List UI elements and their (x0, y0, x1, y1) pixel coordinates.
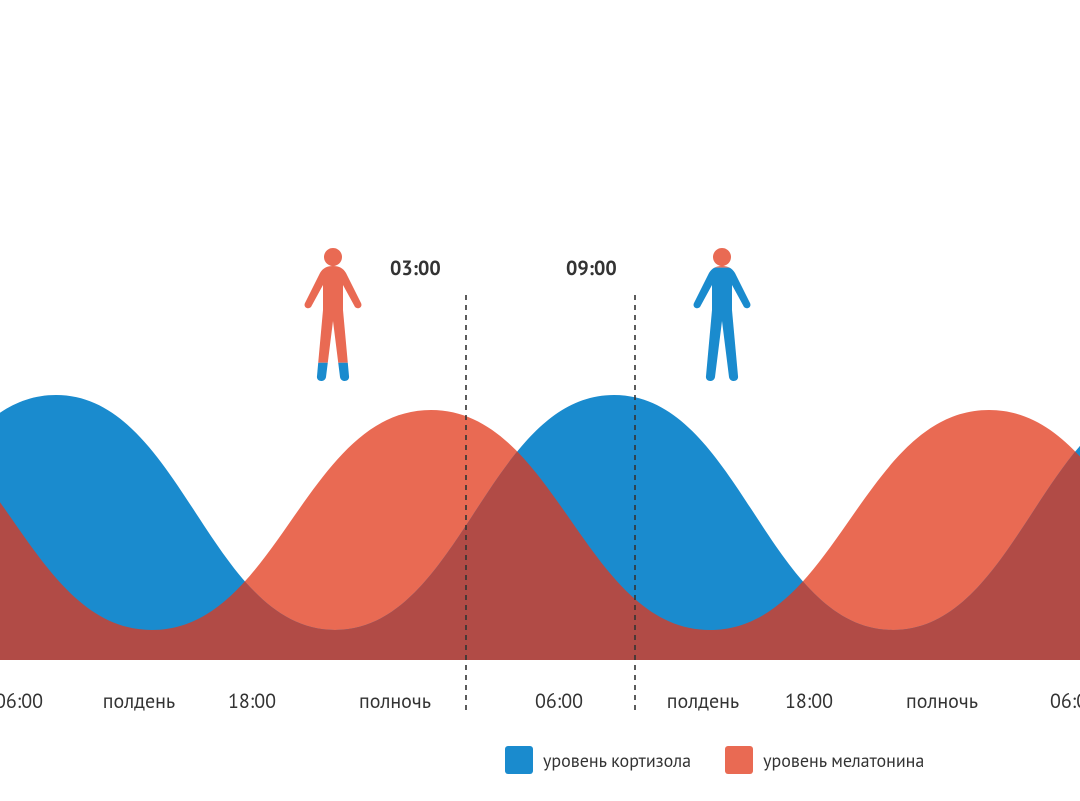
x-tick-label: полночь (359, 688, 431, 714)
legend-item: уровень кортизола (505, 746, 691, 774)
human-figure-cortisol-peak (694, 248, 751, 381)
human-figure-melatonin-peak (305, 248, 362, 381)
legend-swatch (725, 746, 753, 774)
callout-time-cortisol-peak: 09:00 (566, 255, 617, 281)
x-tick-label: 06:00 (535, 688, 583, 714)
hormone-cycle-chart: 06:00 полдень 18:00 полночь 06:00 полдень 18:0… (0, 0, 1080, 801)
callout-time-melatonin-peak: 03:00 (390, 255, 441, 281)
x-tick-label: полдень (667, 688, 739, 714)
x-tick-label: полночь (906, 688, 978, 714)
x-tick-label: 18:00 (785, 688, 833, 714)
legend-label: уровень кортизола (543, 749, 691, 772)
x-tick-label: 06:00 (0, 688, 43, 714)
x-tick-label: полдень (103, 688, 175, 714)
legend: уровень кортизола уровень мелатонина (505, 746, 924, 774)
chart-canvas (0, 0, 1080, 801)
x-tick-label: 18:00 (228, 688, 276, 714)
legend-label: уровень мелатонина (763, 749, 924, 772)
x-tick-label: 06:00 (1050, 688, 1080, 714)
legend-swatch (505, 746, 533, 774)
legend-item: уровень мелатонина (725, 746, 924, 774)
